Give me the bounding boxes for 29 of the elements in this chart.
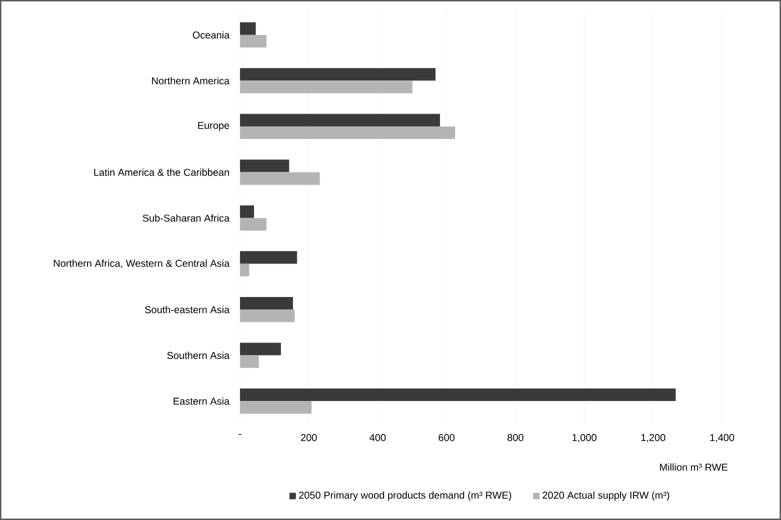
bar: [240, 160, 290, 172]
bar: [240, 388, 676, 402]
y-tick-label: Oceania: [192, 31, 230, 39]
x-tick-label: -: [238, 434, 242, 435]
bar: [240, 22, 256, 35]
bar: [240, 251, 298, 264]
x-axis-title: Million m³ RWE: [660, 463, 728, 471]
bar: [240, 296, 293, 310]
y-tick-label: Northern America: [152, 77, 230, 84]
x-tick-label: 600: [438, 434, 455, 442]
y-tick-label: Europe: [198, 122, 230, 131]
bar: [240, 342, 281, 356]
y-tick-label: Eastern Asia: [174, 397, 230, 405]
x-tick-label: 800: [508, 434, 524, 442]
y-tick-label: Latin America & the Caribbean: [94, 168, 229, 176]
x-tick-label: 1,400: [710, 434, 734, 442]
y-tick-label: Northern Africa, Western & Central Asia: [54, 260, 230, 268]
x-tick-label: 1,200: [641, 434, 666, 442]
legend-label: 2050 Primary wood products demand (m³ RWE): [299, 491, 512, 501]
y-tick-label: Sub-Saharan Africa: [142, 214, 230, 222]
y-tick-label: Southern Asia: [167, 352, 230, 360]
y-tick-label: South-eastern Asia: [145, 306, 230, 314]
x-tick-label: 200: [301, 434, 317, 442]
legend-label: 2020 Actual supply IRW (m³): [542, 491, 670, 501]
x-tick-label: 400: [370, 434, 386, 442]
bar: [240, 205, 254, 218]
bar: [240, 68, 436, 81]
bar: [240, 114, 440, 126]
x-tick-label: 1,000: [572, 434, 596, 442]
